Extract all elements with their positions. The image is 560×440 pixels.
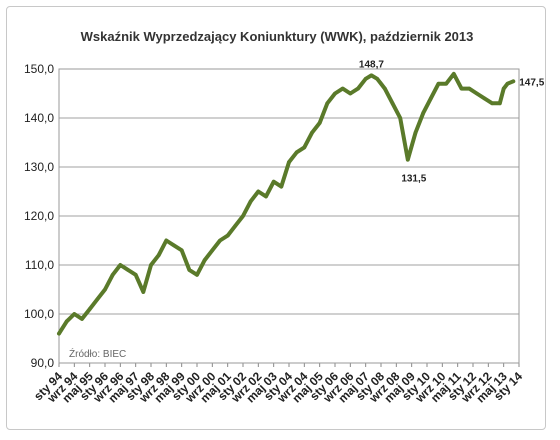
- annotation-label: 147,5: [519, 77, 544, 88]
- data-point: [256, 189, 261, 194]
- data-point: [149, 263, 153, 267]
- data-point: [501, 86, 506, 91]
- y-axis-ticks: 90,0 100,0 110,0 120,0 130,0 140,0 150,0: [24, 62, 54, 370]
- data-point: [141, 290, 146, 294]
- annotation-label: 148,7: [359, 59, 384, 70]
- data-point: [103, 287, 107, 292]
- data-point: [294, 150, 299, 155]
- data-point: [340, 86, 345, 91]
- y-tick-label: 110,0: [25, 258, 54, 272]
- data-point: [369, 73, 374, 78]
- y-tick-label: 100,0: [24, 307, 54, 321]
- data-point: [172, 243, 176, 248]
- data-point: [164, 238, 169, 243]
- data-point: [95, 297, 100, 302]
- data-point: [241, 214, 245, 218]
- data-point: [406, 157, 410, 162]
- data-point: [482, 96, 487, 101]
- data-point: [210, 248, 215, 253]
- data-point: [287, 160, 291, 164]
- data-point: [225, 233, 230, 238]
- data-point: [264, 194, 268, 199]
- y-tick-label: 120,0: [24, 209, 54, 223]
- chart-frame: Wskaźnik Wyprzedzający Koniunktury (WWK)…: [6, 6, 546, 430]
- data-point: [429, 96, 433, 101]
- data-point: [118, 263, 123, 267]
- data-point: [302, 145, 307, 150]
- data-point: [383, 86, 387, 91]
- data-point: [505, 81, 510, 86]
- data-point: [248, 199, 253, 204]
- plot-area: [58, 68, 520, 364]
- series-points: [57, 72, 516, 336]
- data-point: [202, 258, 207, 262]
- data-point: [436, 81, 441, 86]
- data-point: [390, 101, 395, 106]
- data-point: [356, 86, 360, 91]
- grid-layer: [59, 117, 519, 315]
- data-point: [279, 184, 284, 189]
- data-point: [80, 317, 84, 321]
- data-point: [452, 72, 456, 76]
- data-point: [325, 101, 330, 106]
- data-point: [467, 86, 471, 91]
- data-point: [459, 86, 464, 91]
- data-point: [87, 307, 92, 311]
- series-line-wwk: [57, 71, 516, 336]
- y-tick-label: 90,0: [31, 356, 55, 370]
- data-point: [398, 116, 402, 120]
- data-point: [511, 79, 516, 84]
- data-point: [498, 101, 502, 106]
- source-note: Źródło: BIEC: [69, 347, 126, 360]
- data-point: [64, 319, 69, 324]
- y-tick-label: 150,0: [24, 62, 54, 76]
- data-point: [475, 91, 479, 96]
- data-point: [333, 91, 337, 96]
- data-point: [271, 179, 276, 184]
- annotations: 148,7 131,5 147,5: [359, 59, 545, 184]
- y-tick-label: 130,0: [24, 160, 54, 174]
- data-point: [490, 101, 494, 106]
- data-point: [233, 224, 238, 228]
- data-point: [413, 130, 418, 135]
- chart-svg: Wskaźnik Wyprzedzający Koniunktury (WWK)…: [24, 29, 545, 406]
- data-point: [187, 268, 192, 272]
- data-point: [444, 81, 448, 86]
- chart-title: Wskaźnik Wyprzedzający Koniunktury (WWK)…: [81, 29, 474, 44]
- data-point: [179, 248, 184, 253]
- data-point: [218, 238, 222, 243]
- data-point: [126, 268, 130, 272]
- data-point: [310, 130, 314, 135]
- data-point: [57, 331, 61, 336]
- data-point: [348, 91, 353, 96]
- data-point: [110, 273, 115, 277]
- annotation-label: 131,5: [401, 174, 426, 185]
- data-point: [317, 121, 322, 125]
- data-point: [375, 77, 379, 81]
- data-point: [363, 77, 368, 81]
- y-tick-label: 140,0: [24, 111, 54, 125]
- data-point: [72, 312, 77, 316]
- data-point: [195, 273, 199, 277]
- data-point: [133, 273, 138, 277]
- data-point: [156, 253, 161, 257]
- data-point: [421, 111, 425, 115]
